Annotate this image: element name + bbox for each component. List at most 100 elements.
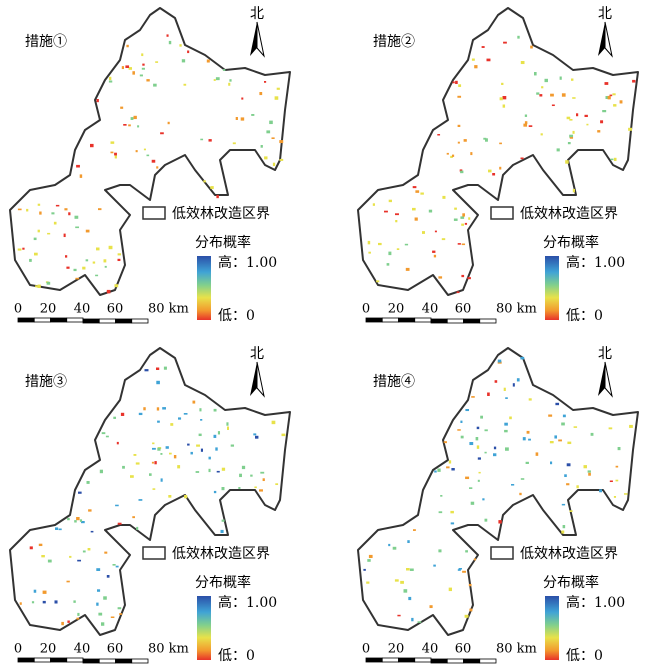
probability-patch	[559, 76, 562, 80]
probability-patch	[279, 140, 284, 144]
probability-patch	[412, 207, 416, 211]
probability-patch	[477, 457, 481, 460]
probability-patch	[96, 99, 99, 103]
probability-patch	[462, 213, 465, 217]
probability-patch	[561, 422, 565, 426]
probability-patch	[505, 397, 508, 399]
probability-patch	[483, 137, 487, 140]
scale-bar-segment	[66, 317, 84, 323]
probability-patch	[442, 195, 446, 199]
probability-patch	[69, 555, 72, 558]
scale-bar-segment	[33, 317, 51, 323]
probability-patch	[96, 602, 99, 606]
probability-patch	[104, 551, 108, 554]
probability-patch	[153, 83, 157, 87]
north-arrow	[598, 22, 605, 56]
probability-patch	[167, 121, 170, 125]
probability-patch	[441, 238, 446, 241]
probability-patch	[116, 441, 119, 445]
probability-patch	[108, 80, 113, 83]
probability-patch	[53, 221, 57, 225]
probability-patch	[448, 460, 452, 464]
probability-patch	[573, 426, 578, 428]
probability-patch	[460, 216, 465, 219]
probability-patch	[82, 550, 86, 553]
probability-patch	[388, 199, 392, 203]
probability-patch	[569, 134, 574, 138]
probability-patch	[566, 483, 570, 486]
probability-patch	[525, 461, 529, 464]
probability-patch	[35, 285, 38, 288]
probability-patch	[386, 263, 390, 266]
scale-label: 80 km	[148, 302, 189, 317]
scale-bar-segment	[381, 657, 399, 663]
scale-bar-segment	[414, 657, 432, 663]
scale-label: 40	[74, 302, 91, 317]
probability-patch	[395, 213, 399, 216]
probability-patch	[200, 448, 204, 452]
probability-patch	[99, 469, 103, 474]
legend-low: 低：0	[218, 648, 255, 664]
probability-patch	[555, 402, 560, 406]
probability-patch	[160, 453, 163, 455]
probability-patch	[632, 79, 636, 83]
probability-patch	[109, 76, 112, 81]
probability-patch	[232, 142, 236, 145]
probability-patch	[76, 517, 80, 521]
probability-patch	[123, 124, 127, 126]
probability-patch	[115, 565, 119, 568]
probability-patch	[477, 479, 480, 482]
probability-patch	[117, 607, 122, 610]
probability-patch	[511, 484, 515, 486]
probability-patch	[73, 268, 77, 272]
probability-patch	[551, 104, 555, 107]
probability-patch	[524, 114, 528, 117]
probability-patch	[567, 142, 571, 145]
legend-high: 高：1.00	[566, 254, 625, 271]
probability-patch	[17, 208, 22, 211]
probability-patch	[157, 447, 161, 451]
probability-patch	[499, 97, 503, 101]
probability-patch	[597, 130, 601, 133]
probability-patch	[457, 124, 461, 128]
probability-patch	[522, 437, 526, 441]
scale-bar-segment	[398, 317, 416, 323]
probability-patch	[239, 473, 242, 478]
probability-patch	[561, 93, 566, 97]
probability-patch	[65, 255, 68, 258]
legend-low: 低：0	[218, 308, 255, 324]
probability-patch	[395, 220, 398, 223]
probability-patch	[535, 452, 539, 456]
probability-patch	[433, 254, 437, 258]
probability-patch	[262, 478, 265, 482]
probability-patch	[558, 439, 562, 442]
probability-patch	[409, 568, 414, 571]
probability-patch	[438, 549, 442, 553]
boundary	[9, 347, 291, 636]
probability-patch	[168, 40, 172, 45]
probability-patch	[255, 435, 259, 439]
probability-patch	[587, 470, 591, 473]
probability-patch	[276, 87, 280, 90]
probability-patch	[471, 396, 475, 398]
probability-patch	[198, 433, 202, 437]
boundary	[357, 7, 639, 296]
probability-patch	[275, 483, 279, 486]
probability-patch	[462, 570, 466, 573]
scale-bar-segment	[33, 657, 51, 663]
probability-patch	[195, 471, 200, 473]
probability-patch	[173, 455, 177, 459]
north-label: 北	[250, 6, 264, 22]
probability-patch	[460, 420, 463, 423]
probability-patch	[254, 486, 257, 489]
probability-patch	[412, 186, 417, 189]
probability-patch	[142, 63, 145, 66]
probability-patch	[128, 124, 131, 127]
probability-patch	[414, 217, 418, 221]
probability-patch	[453, 218, 458, 221]
scale-bar-segment	[381, 317, 399, 323]
panel-title: 措施②	[373, 34, 415, 50]
probability-patch	[497, 361, 502, 364]
scale-label: 20	[40, 642, 57, 657]
probability-patch	[156, 407, 160, 411]
